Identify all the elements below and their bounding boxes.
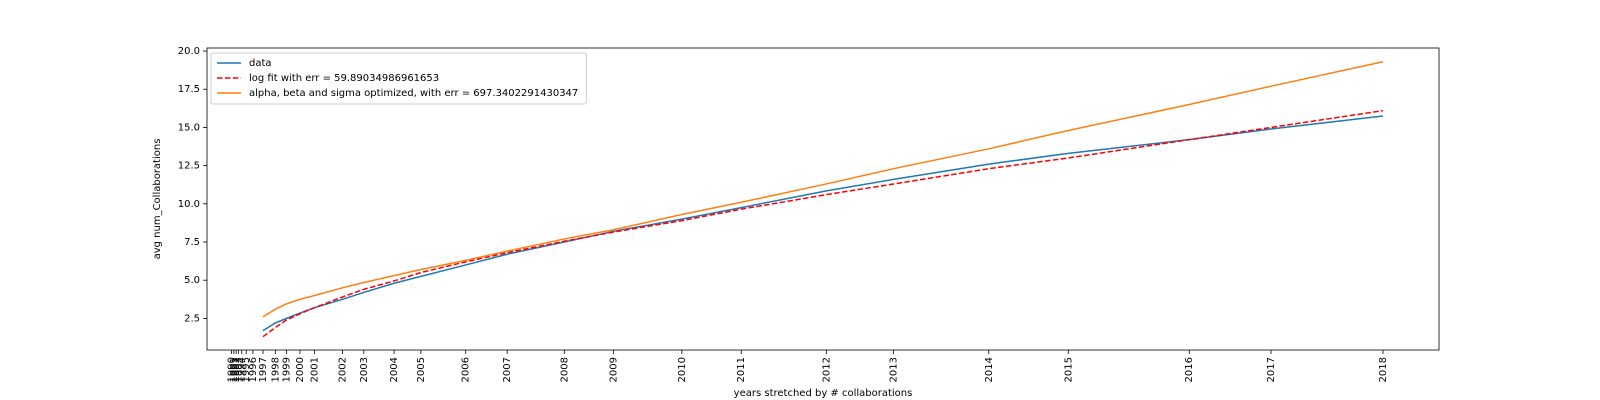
y-tick-label: 12.5 <box>178 161 200 172</box>
x-tick-label: 1994 <box>237 357 248 382</box>
legend: data log fit with err = 59.89034986961653… <box>210 52 587 105</box>
x-tick-label: 1997 <box>258 357 269 382</box>
x-tick-label: 2014 <box>984 357 995 382</box>
x-tick-label: 2005 <box>416 357 427 382</box>
x-tick-label: 2009 <box>609 357 620 382</box>
x-tick-label: 2000 <box>295 357 306 382</box>
x-tick-label: 1993 <box>233 357 244 382</box>
legend-label: log fit with err = 59.89034986961653 <box>249 73 439 84</box>
y-tick-label: 17.5 <box>178 84 200 95</box>
x-tick-label: 2010 <box>677 357 688 382</box>
series-line <box>262 61 1384 318</box>
y-tick-label: 5.0 <box>184 275 200 286</box>
x-tick-label: 2017 <box>1266 357 1277 382</box>
x-tick-label: 1998 <box>270 357 281 382</box>
legend-label: alpha, beta and sigma optimized, with er… <box>249 88 578 99</box>
y-tick-label: 2.5 <box>184 313 200 324</box>
y-tick-label: 20.0 <box>178 46 200 57</box>
x-tick-label: 2006 <box>461 357 472 382</box>
x-tick-label: 2015 <box>1063 357 1074 382</box>
x-tick-label: 2003 <box>359 357 370 382</box>
x-tick-label: 2013 <box>889 357 900 382</box>
x-tick-label: 2016 <box>1184 357 1195 382</box>
x-tick-label: 1990 <box>227 357 238 382</box>
x-tick-label: 2011 <box>736 357 747 382</box>
x-tick-label: 1999 <box>282 357 293 382</box>
x-tick-label: 1991 <box>229 357 240 382</box>
x-tick-label: 1992 <box>231 357 242 382</box>
x-tick-label: 1996 <box>248 357 259 382</box>
x-tick-label: 2007 <box>502 357 513 382</box>
legend-box <box>210 52 587 105</box>
y-axis-label: avg num_Collaborations <box>152 139 163 260</box>
x-tick-label: 2018 <box>1378 357 1389 382</box>
legend-label: data <box>249 58 272 69</box>
y-tick-label: 10.0 <box>178 199 200 210</box>
x-tick-label: 2012 <box>821 357 832 382</box>
x-axis-label: years stretched by # collaborations <box>734 388 913 399</box>
x-tick-label: 1995 <box>241 357 252 382</box>
y-tick-label: 7.5 <box>184 237 200 248</box>
x-tick-label: 2001 <box>310 357 321 382</box>
series-line <box>262 115 1384 332</box>
series-line <box>262 109 1384 338</box>
x-tick-label: 2004 <box>389 357 400 382</box>
plot-frame <box>206 47 1440 351</box>
y-tick-label: 15.0 <box>178 122 200 133</box>
x-tick-label: 2002 <box>338 357 349 382</box>
x-tick-label: 2008 <box>559 357 570 382</box>
